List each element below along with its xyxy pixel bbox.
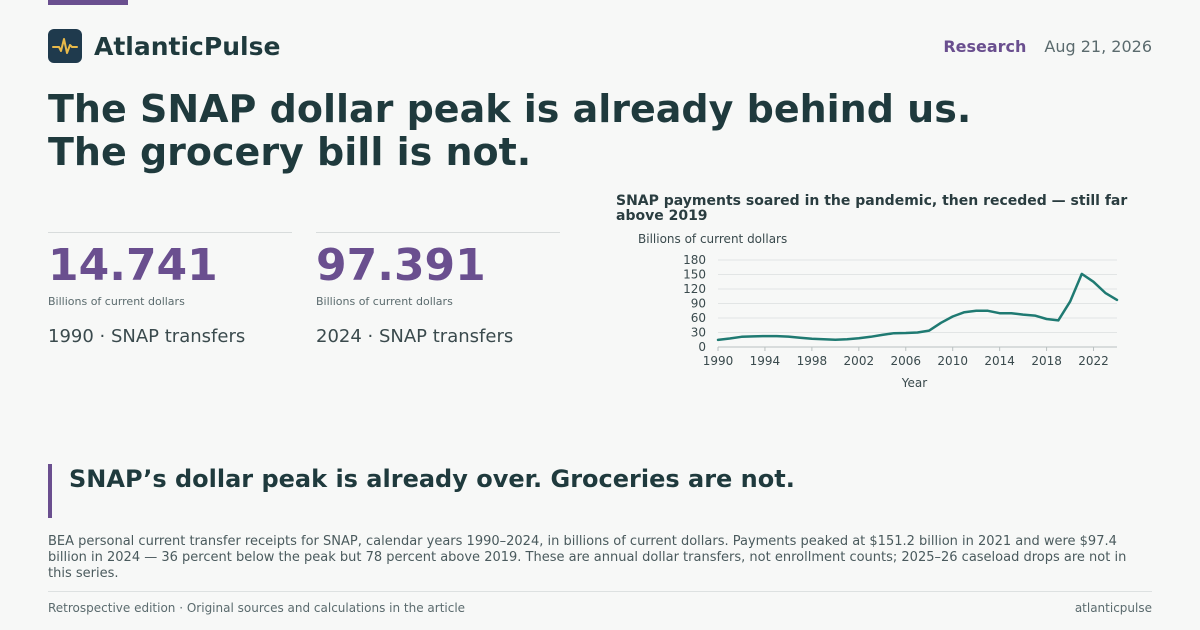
x-tick-label: 2018 bbox=[1031, 354, 1062, 368]
brand-name: AtlanticPulse bbox=[94, 31, 281, 61]
stat-value: 97.391 bbox=[316, 240, 486, 291]
top-accent-bar bbox=[48, 0, 128, 5]
x-tick-label: 1994 bbox=[750, 354, 781, 368]
x-tick-label: 1990 bbox=[703, 354, 734, 368]
x-tick-label: 2014 bbox=[984, 354, 1015, 368]
x-tick-label: 2010 bbox=[937, 354, 968, 368]
publish-date: Aug 21, 2026 bbox=[1044, 36, 1152, 56]
site-header: AtlanticPulse Research Aug 21, 2026 bbox=[48, 28, 1152, 64]
y-tick-label: 30 bbox=[691, 326, 706, 340]
y-tick-label: 150 bbox=[683, 268, 706, 282]
stat-card-1990: 14.741 Billions of current dollars 1990 … bbox=[48, 232, 292, 347]
stat-value: 14.741 bbox=[48, 240, 218, 291]
pull-quote: SNAP’s dollar peak is already over. Groc… bbox=[48, 464, 1152, 518]
x-axis-label: Year bbox=[901, 376, 927, 390]
stat-label: 2024 · SNAP transfers bbox=[316, 326, 514, 347]
stat-card-2024: 97.391 Billions of current dollars 2024 … bbox=[316, 232, 560, 347]
x-tick-label: 1998 bbox=[797, 354, 828, 368]
x-tick-label: 2006 bbox=[890, 354, 921, 368]
pulse-icon bbox=[48, 29, 82, 63]
stat-label: 1990 · SNAP transfers bbox=[48, 326, 246, 347]
line-chart: Billions of current dollars 0306090120150… bbox=[638, 232, 1119, 390]
headline: The SNAP dollar peak is already behind u… bbox=[48, 87, 972, 174]
series-line bbox=[716, 272, 1119, 342]
y-tick-label: 0 bbox=[698, 340, 706, 354]
section-link[interactable]: Research bbox=[943, 36, 1027, 56]
x-tick-label: 2022 bbox=[1078, 354, 1109, 368]
brand[interactable]: AtlanticPulse bbox=[48, 29, 280, 63]
chart-title: SNAP payments soared in the pandemic, th… bbox=[616, 193, 1128, 224]
footer-note: Retrospective edition · Original sources… bbox=[48, 601, 466, 615]
footer-brand[interactable]: atlanticpulse bbox=[1074, 601, 1152, 615]
stat-unit: Billions of current dollars bbox=[48, 295, 185, 308]
stat-unit: Billions of current dollars bbox=[316, 295, 453, 308]
body-text: BEA personal current transfer receipts f… bbox=[48, 534, 1127, 581]
x-tick-label: 2002 bbox=[844, 354, 875, 368]
y-tick-label: 180 bbox=[683, 253, 706, 267]
footer: Retrospective edition · Original sources… bbox=[48, 591, 1152, 615]
y-tick-label: 60 bbox=[691, 311, 706, 325]
y-tick-label: 120 bbox=[683, 282, 706, 296]
y-tick-label: 90 bbox=[691, 297, 706, 311]
y-axis-label: Billions of current dollars bbox=[638, 232, 787, 246]
